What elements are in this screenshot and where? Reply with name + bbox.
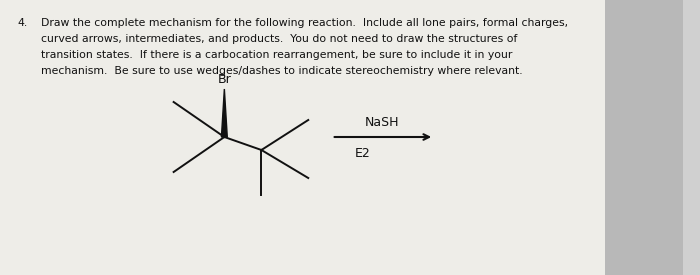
Polygon shape — [221, 89, 228, 137]
Bar — [0, 0, 605, 275]
Text: curved arrows, intermediates, and products.  You do not need to draw the structu: curved arrows, intermediates, and produc… — [41, 34, 517, 44]
Text: E2: E2 — [355, 147, 371, 160]
Text: Draw the complete mechanism for the following reaction.  Include all lone pairs,: Draw the complete mechanism for the foll… — [41, 18, 568, 28]
Text: 4.: 4. — [18, 18, 28, 28]
Text: NaSH: NaSH — [365, 116, 400, 129]
Bar — [605, 0, 682, 275]
Text: transition states.  If there is a carbocation rearrangement, be sure to include : transition states. If there is a carboca… — [41, 50, 512, 60]
Text: mechanism.  Be sure to use wedges/dashes to indicate stereochemistry where relev: mechanism. Be sure to use wedges/dashes … — [41, 66, 523, 76]
Text: Br: Br — [218, 73, 231, 86]
